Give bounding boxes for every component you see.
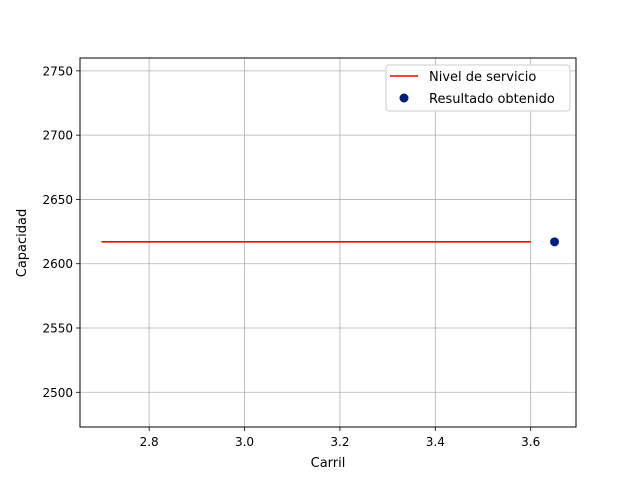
series-layer — [101, 237, 560, 247]
y-tick-label: 2500 — [42, 386, 73, 400]
legend-box — [385, 64, 571, 112]
y-tick-label: 2550 — [42, 322, 73, 336]
y-tick-label: 2700 — [42, 129, 73, 143]
y-tick-label: 2750 — [42, 64, 73, 78]
y-tick-label: 2650 — [42, 193, 73, 207]
legend-label-nivel-de-servicio: Nivel de servicio — [429, 70, 536, 85]
plot-frame — [79, 57, 577, 428]
y-tick-label: 2600 — [42, 257, 73, 271]
legend-label-resultado-obtenido: Resultado obtenido — [429, 92, 555, 107]
legend: Nivel de servicio Resultado obtenido — [385, 64, 571, 112]
data-point-resultado-obtenido — [550, 237, 560, 247]
x-tick-label: 3.6 — [521, 435, 540, 449]
x-tick-label: 3.0 — [235, 435, 254, 449]
x-tick-label: 3.2 — [330, 435, 349, 449]
legend-point-marker — [399, 93, 409, 103]
y-axis-label: Capacidad — [15, 209, 30, 278]
x-tick-label: 2.8 — [140, 435, 159, 449]
x-tick-label: 3.4 — [426, 435, 445, 449]
y-axis-ticks: 2500 2550 2600 2650 2700 2750 — [42, 64, 80, 400]
x-axis-ticks: 2.8 3.0 3.2 3.4 3.6 — [140, 427, 540, 449]
x-axis-label: Carril — [311, 456, 346, 471]
